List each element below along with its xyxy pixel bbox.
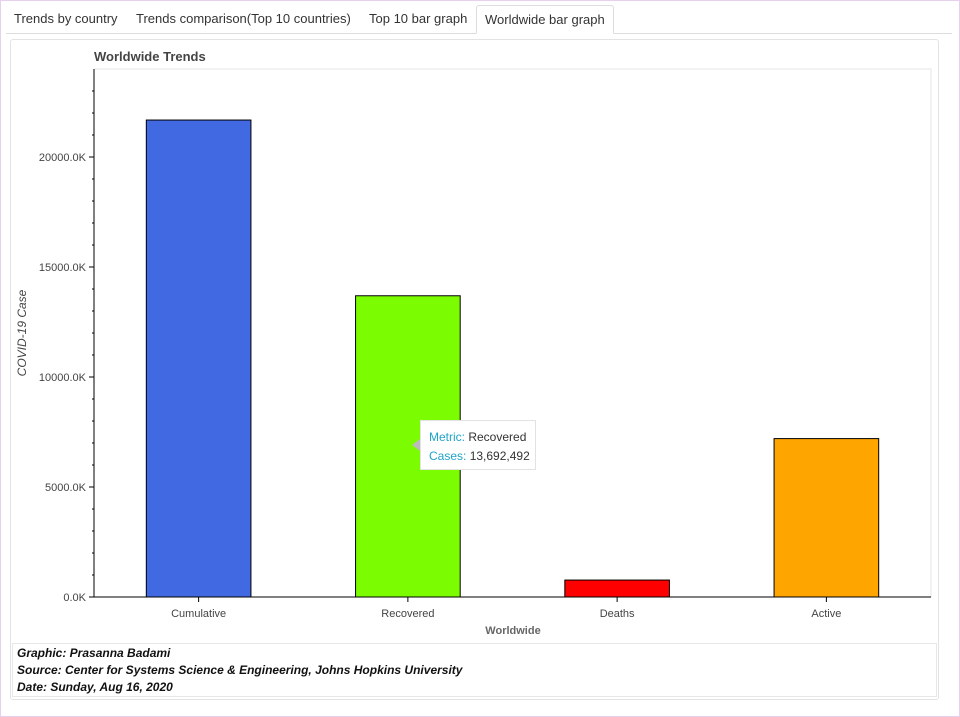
y-tick-label: 10000.0K xyxy=(39,372,87,384)
tab-trends-comparison[interactable]: Trends comparison(Top 10 countries) xyxy=(136,11,351,26)
chart-title: Worldwide Trends xyxy=(94,49,206,64)
credit-graphic: Graphic: Prasanna Badami xyxy=(17,646,171,660)
y-tick-label: 20000.0K xyxy=(39,152,87,164)
credit-date: Date: Sunday, Aug 16, 2020 xyxy=(17,680,173,694)
tooltip-cases-key: Cases: xyxy=(429,449,467,463)
y-tick-label: 0.0K xyxy=(63,592,86,604)
x-axis-label: Worldwide xyxy=(485,625,541,637)
credits-footer: Graphic: Prasanna Badami Source: Center … xyxy=(12,643,937,697)
tooltip-pointer xyxy=(412,439,420,451)
tab-top10-bar-graph[interactable]: Top 10 bar graph xyxy=(369,11,468,26)
hover-tooltip: Metric: Recovered Cases: 13,692,492 xyxy=(412,420,536,470)
bar-cumulative xyxy=(145,119,252,598)
tooltip-cases-value: 13,692,492 xyxy=(469,449,530,463)
y-tick-label: 15000.0K xyxy=(39,262,87,274)
tooltip-metric-value: Recovered xyxy=(468,430,527,444)
tab-trends-by-country[interactable]: Trends by country xyxy=(14,11,118,26)
credit-source: Source: Center for Systems Science & Eng… xyxy=(17,663,463,677)
chart-panel xyxy=(10,39,939,700)
chart-plot[interactable]: 0.0K 5000.0K 10000.0K 15000.0K 20000.0K Cumul… xyxy=(0,0,960,640)
x-tick-label: Recovered xyxy=(381,608,434,620)
tab-worldwide-bar-graph[interactable]: Worldwide bar graph xyxy=(476,5,614,34)
bar-active xyxy=(773,438,880,598)
x-tick-label: Cumulative xyxy=(171,608,226,620)
y-tick-label: 5000.0K xyxy=(45,482,87,494)
x-tick-label: Deaths xyxy=(600,608,635,620)
tab-bar: Trends by country Trends comparison(Top … xyxy=(6,5,952,34)
bar-deaths xyxy=(564,579,670,598)
tooltip-metric-key: Metric: xyxy=(429,430,465,444)
x-tick-label: Active xyxy=(811,608,841,620)
